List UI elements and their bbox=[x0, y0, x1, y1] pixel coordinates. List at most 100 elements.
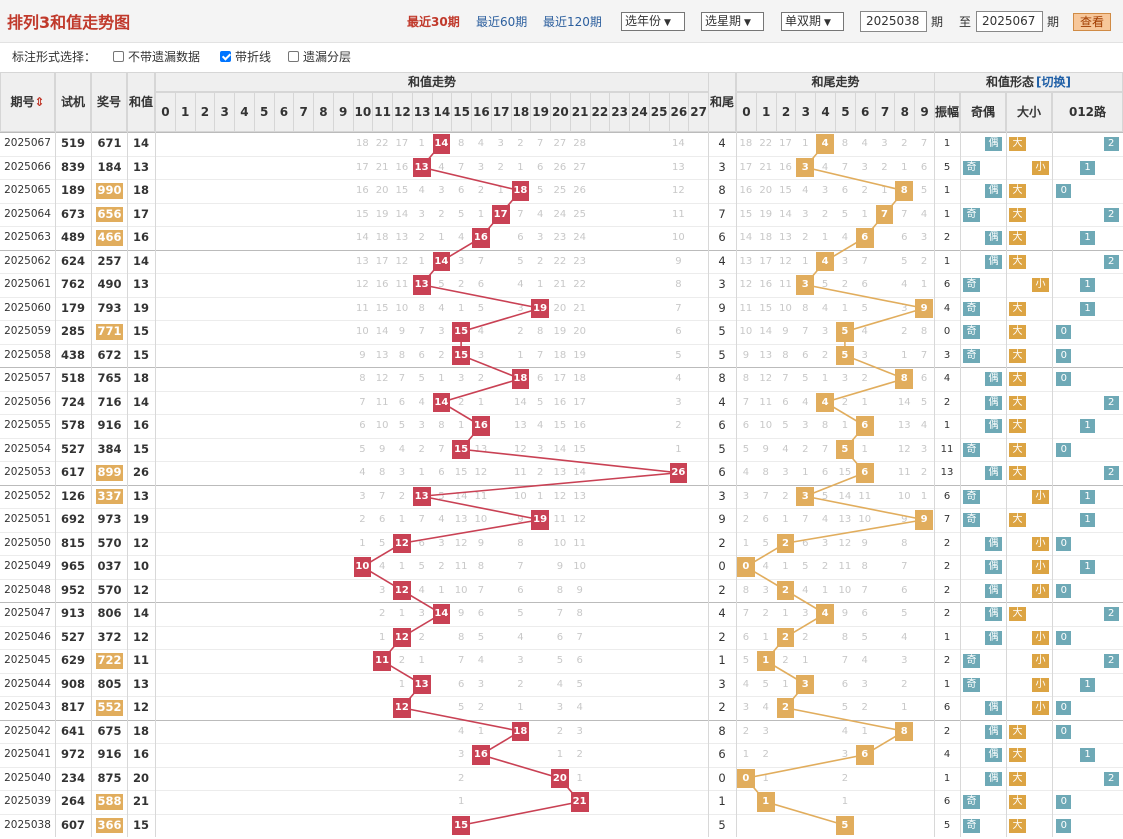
omission-cell: 2 bbox=[457, 396, 465, 408]
issue-cell: 2025051 bbox=[4, 513, 51, 525]
link-recent-30[interactable]: 最近30期 bbox=[407, 15, 460, 29]
header-prize: 奖号 bbox=[91, 72, 127, 132]
omission-cell: 6 bbox=[477, 608, 485, 619]
omission-cell: 22 bbox=[553, 255, 567, 267]
tail-marker: 0 bbox=[737, 768, 755, 788]
omission-cell: 9 bbox=[675, 255, 682, 267]
omission-cell: 5 bbox=[378, 537, 386, 549]
amp-cell: 1 bbox=[943, 185, 951, 196]
test-cell: 607 bbox=[60, 817, 85, 832]
omission-cell: 1 bbox=[901, 702, 908, 713]
checkbox-no-omission[interactable]: 不带遗漏数据 bbox=[113, 48, 200, 65]
column-divider bbox=[934, 132, 935, 837]
omission-cell: 4 bbox=[762, 702, 769, 713]
tail-marker: 1 bbox=[756, 651, 775, 671]
checkbox-with-polyline[interactable]: 带折线 bbox=[220, 48, 271, 65]
even-tag: 偶 bbox=[985, 184, 1002, 198]
header-issue[interactable]: 期号 ⇕ bbox=[0, 72, 55, 132]
even-tag: 偶 bbox=[985, 137, 1002, 151]
link-recent-120[interactable]: 最近120期 bbox=[543, 15, 602, 29]
omission-cell: 14 bbox=[739, 232, 753, 243]
row-divider bbox=[0, 508, 1123, 509]
omission-cell: 11 bbox=[474, 490, 488, 502]
omission-cell: 5 bbox=[418, 373, 425, 384]
amp-cell: 6 bbox=[943, 702, 951, 713]
query-button[interactable]: 查看 bbox=[1073, 13, 1111, 31]
omission-cell: 10 bbox=[739, 326, 753, 337]
prize-cell: 990 bbox=[96, 183, 123, 199]
sum-cell: 19 bbox=[132, 512, 149, 526]
omission-cell: 1 bbox=[418, 138, 425, 149]
omission-cell: 17 bbox=[573, 396, 586, 408]
omission-cell: 4 bbox=[457, 232, 465, 243]
trend-lines bbox=[360, 143, 925, 827]
issue-cell: 2025046 bbox=[4, 630, 51, 643]
even-tag: 偶 bbox=[985, 395, 1002, 410]
checkbox-icon[interactable] bbox=[288, 51, 299, 62]
checkbox-checked-icon[interactable] bbox=[220, 51, 231, 62]
tail-cell: 0 bbox=[718, 770, 726, 785]
omission-cell: 6 bbox=[517, 584, 524, 596]
road-0-tag: 0 bbox=[1056, 795, 1072, 809]
omission-cell: 3 bbox=[920, 443, 928, 455]
omission-cell: 1 bbox=[457, 796, 465, 807]
omission-cell: 12 bbox=[514, 443, 527, 455]
sum-marker: 18 bbox=[511, 369, 530, 389]
sum-marker: 13 bbox=[412, 674, 431, 694]
prize-cell: 384 bbox=[97, 441, 122, 456]
options-label: 标注形式选择： bbox=[12, 50, 97, 64]
to-issue-input[interactable]: 2025067 bbox=[976, 11, 1043, 32]
odd-tag: 奇 bbox=[963, 818, 980, 833]
from-issue-input[interactable]: 2025038 bbox=[860, 11, 927, 32]
omission-cell: 1 bbox=[762, 772, 769, 784]
year-select[interactable]: 选年份 ▼ bbox=[621, 12, 685, 31]
omission-cell: 15 bbox=[553, 420, 567, 431]
omission-cell: 3 bbox=[457, 255, 465, 267]
odd-tag: 奇 bbox=[963, 348, 980, 363]
omission-cell: 2 bbox=[438, 561, 445, 572]
checkbox-icon[interactable] bbox=[113, 51, 124, 62]
omission-cell: 6 bbox=[742, 631, 750, 643]
road-0-tag: 0 bbox=[1056, 184, 1072, 198]
omission-cell: 1 bbox=[675, 443, 682, 455]
period-select[interactable]: 选星期 ▼ bbox=[701, 12, 764, 31]
omission-cell: 15 bbox=[356, 208, 369, 220]
even-tag: 偶 bbox=[985, 607, 1002, 621]
omission-cell: 15 bbox=[779, 185, 792, 196]
tail-cell: 1 bbox=[718, 794, 726, 808]
even-tag: 偶 bbox=[985, 536, 1002, 551]
checkbox-omission-layer[interactable]: 遗漏分层 bbox=[288, 48, 351, 65]
parity-select[interactable]: 单双期 ▼ bbox=[781, 12, 844, 31]
tail-axis-5: 5 bbox=[835, 92, 856, 132]
sort-icon[interactable]: ⇕ bbox=[34, 94, 45, 109]
sum-axis-15: 15 bbox=[451, 92, 472, 132]
row-divider bbox=[0, 226, 1123, 227]
sum-cell: 13 bbox=[132, 277, 149, 291]
omission-cell: 8 bbox=[457, 138, 465, 149]
issue-cell: 2025049 bbox=[4, 560, 51, 572]
issue-cell: 2025041 bbox=[4, 748, 51, 760]
omission-cell: 7 bbox=[901, 208, 908, 220]
omission-cell: 2 bbox=[359, 514, 366, 525]
tail-marker: 8 bbox=[895, 721, 914, 741]
omission-cell: 4 bbox=[536, 420, 544, 431]
link-recent-60[interactable]: 最近60期 bbox=[476, 15, 528, 29]
omission-cell: 4 bbox=[821, 514, 829, 525]
sum-cell: 14 bbox=[132, 253, 149, 268]
issue-cell: 2025063 bbox=[4, 231, 51, 243]
switch-link[interactable]: [切换] bbox=[1036, 75, 1071, 89]
omission-cell: 2 bbox=[457, 279, 465, 290]
omission-cell: 8 bbox=[576, 608, 583, 619]
omission-cell: 7 bbox=[576, 631, 583, 643]
sum-cell: 26 bbox=[132, 465, 149, 479]
omission-cell: 1 bbox=[841, 796, 849, 807]
tail-marker: 9 bbox=[915, 298, 933, 318]
prize-cell: 366 bbox=[96, 817, 123, 833]
to-label: 至 bbox=[959, 15, 972, 29]
omission-cell: 9 bbox=[556, 561, 564, 572]
omission-cell: 12 bbox=[553, 490, 567, 502]
road-2-tag: 2 bbox=[1103, 137, 1119, 151]
big-tag: 大 bbox=[1009, 348, 1026, 363]
row-divider bbox=[0, 531, 1123, 533]
omission-cell: 3 bbox=[802, 420, 809, 431]
